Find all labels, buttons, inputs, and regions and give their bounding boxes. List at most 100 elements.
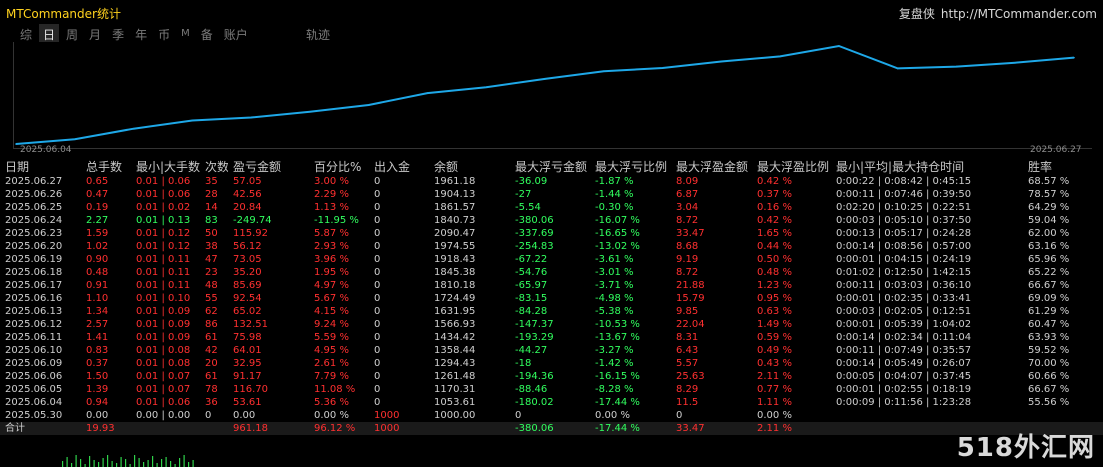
table-row[interactable]: 2025.06.26 0.47 0.01 | 0.06 28 42.56 2.29 % 0 1… (0, 188, 1103, 201)
column-header-12[interactable]: 最小|平均|最大持仓时间 (836, 160, 965, 174)
table-row[interactable]: 2025.06.20 1.02 0.01 | 0.12 38 56.12 2.93 % 0 1… (0, 240, 1103, 253)
table-row[interactable]: 2025.06.13 1.34 0.01 | 0.09 62 65.02 4.15 % 0 1… (0, 305, 1103, 318)
table-row[interactable]: 2025.06.05 1.39 0.01 | 0.07 78 116.70 11.08 %… (0, 383, 1103, 396)
column-header-6[interactable]: 出入金 (374, 160, 411, 174)
app-title: MTCommander统计 (6, 7, 121, 21)
table-cell: 0.01 | 0.09 (136, 319, 191, 330)
table-cell: -16.65 % (595, 228, 640, 239)
table-cell: 2.93 % (314, 241, 349, 252)
x-axis-end-label: 2025.06.27 (1030, 145, 1082, 155)
table-cell: 2025.06.25 (5, 202, 63, 213)
table-cell: 35.20 (233, 267, 262, 278)
table-row[interactable]: 2025.06.06 1.50 0.01 | 0.07 61 91.17 7.79 % 0 1… (0, 370, 1103, 383)
column-header-2[interactable]: 最小|大手数 (136, 160, 200, 174)
table-cell: 0 (374, 306, 381, 317)
table-cell: 4.97 % (314, 280, 349, 291)
table-cell: 0 (374, 293, 381, 304)
tab-9[interactable]: 账户 (223, 28, 248, 42)
table-cell: 0 (374, 254, 381, 265)
table-cell: 1358.44 (434, 345, 476, 356)
column-header-8[interactable]: 最大浮亏金额 (515, 160, 588, 174)
table-cell: 2025.06.26 (5, 189, 63, 200)
column-header-9[interactable]: 最大浮亏比例 (595, 160, 668, 174)
table-cell: 0 (374, 384, 381, 395)
table-row[interactable]: 2025.06.24 2.27 0.01 | 0.13 83 -249.74 -11.95… (0, 214, 1103, 227)
tab-6[interactable]: 币 (158, 28, 171, 42)
table-row[interactable]: 2025.06.18 0.48 0.01 | 0.11 23 35.20 1.95 % 0 1… (0, 266, 1103, 279)
tab-1[interactable]: 日 (39, 24, 60, 42)
balance-chart (13, 42, 1092, 149)
table-cell: 65.96 % (1028, 254, 1070, 265)
table-cell: 9.19 (676, 254, 699, 265)
table-cell: 60.47 % (1028, 319, 1070, 330)
tab-track[interactable]: 轨迹 (306, 28, 331, 42)
column-header-0[interactable]: 日期 (5, 160, 30, 174)
tab-3[interactable]: 月 (89, 28, 102, 42)
table-cell: 0.83 (86, 345, 109, 356)
table-cell: 0:00:05 | 0:04:07 | 0:37:45 (836, 371, 972, 382)
table-cell: 1.13 % (314, 202, 349, 213)
table-cell: 2.57 (86, 319, 109, 330)
table-cell: 1434.42 (434, 332, 476, 343)
tab-7[interactable]: M (181, 28, 190, 39)
table-cell: 8.29 (676, 384, 699, 395)
table-cell: 0 (374, 267, 381, 278)
table-row[interactable]: 2025.05.30 0.00 0.00 | 0.00 0 0.00 0.00 % 1000… (0, 409, 1103, 422)
table-row[interactable]: 2025.06.19 0.90 0.01 | 0.11 47 73.05 3.96 % 0 1… (0, 253, 1103, 266)
totals-cell: 33.47 (671, 422, 752, 435)
totals-cell: 961.18 (228, 422, 309, 435)
table-cell: 0:00:01 | 0:05:39 | 1:04:02 (836, 319, 972, 330)
column-header-5[interactable]: 百分比% (314, 160, 362, 174)
column-header-4[interactable]: 盈亏金额 (233, 160, 282, 174)
table-cell: 92.54 (233, 293, 262, 304)
table-cell: 7.79 % (314, 371, 349, 382)
table-row[interactable]: 2025.06.23 1.59 0.01 | 0.12 50 115.92 5.87 % 0… (0, 227, 1103, 240)
table-cell: 2025.06.12 (5, 319, 63, 330)
table-cell: 28 (205, 189, 218, 200)
table-cell: 2025.06.24 (5, 215, 63, 226)
table-row[interactable]: 2025.06.17 0.91 0.01 | 0.11 48 85.69 4.97 % 0 1… (0, 279, 1103, 292)
table-cell: 0:00:09 | 0:11:56 | 1:23:28 (836, 397, 972, 408)
table-cell: -1.42 % (595, 358, 634, 369)
table-cell: 0.63 % (757, 306, 792, 317)
table-cell: 78 (205, 384, 218, 395)
table-row[interactable]: 2025.06.11 1.41 0.01 | 0.09 61 75.98 5.59 % 0 1… (0, 331, 1103, 344)
table-row[interactable]: 2025.06.25 0.19 0.01 | 0.02 14 20.84 1.13 % 0 1… (0, 201, 1103, 214)
table-cell: 62.00 % (1028, 228, 1070, 239)
table-cell: 48 (205, 280, 218, 291)
website-link[interactable]: http://MTCommander.com (940, 7, 1097, 21)
table-row[interactable]: 2025.06.09 0.37 0.01 | 0.08 20 32.95 2.61 % 0 1… (0, 357, 1103, 370)
table-row[interactable]: 2025.06.04 0.94 0.01 | 0.06 36 53.61 5.36 % 0 1… (0, 396, 1103, 409)
table-cell: 0.01 | 0.11 (136, 267, 191, 278)
table-cell: 62 (205, 306, 218, 317)
volume-bar (71, 463, 73, 467)
table-cell: -380.06 (515, 215, 554, 226)
table-cell: -147.37 (515, 319, 554, 330)
column-header-10[interactable]: 最大浮盈金额 (676, 160, 749, 174)
tab-4[interactable]: 季 (112, 28, 125, 42)
column-header-13[interactable]: 胜率 (1028, 160, 1053, 174)
table-row[interactable]: 2025.06.10 0.83 0.01 | 0.08 42 64.01 4.95 % 0 1… (0, 344, 1103, 357)
table-cell: 0.00 | 0.00 (136, 410, 191, 421)
table-cell: 0.00 (233, 410, 256, 421)
column-header-11[interactable]: 最大浮盈比例 (757, 160, 830, 174)
table-cell: 0:00:14 | 0:08:56 | 0:57:00 (836, 241, 972, 252)
table-cell: 1294.43 (434, 358, 476, 369)
tab-5[interactable]: 年 (135, 28, 148, 42)
table-cell: 1.59 (86, 228, 109, 239)
table-cell (1023, 409, 1103, 422)
table-cell: 1.49 % (757, 319, 792, 330)
table-row[interactable]: 2025.06.27 0.65 0.01 | 0.06 35 57.05 3.00 % 0 1… (0, 175, 1103, 188)
table-row[interactable]: 2025.06.12 2.57 0.01 | 0.09 86 132.51 9.24 % 0… (0, 318, 1103, 331)
tab-0[interactable]: 综 (20, 28, 33, 42)
volume-bar (66, 457, 68, 467)
column-header-3[interactable]: 次数 (205, 160, 228, 174)
table-cell: 1918.43 (434, 254, 476, 265)
tab-2[interactable]: 周 (66, 28, 79, 42)
table-cell: 21.88 (676, 280, 705, 291)
tab-8[interactable]: 备 (200, 28, 213, 42)
table-row[interactable]: 2025.06.16 1.10 0.01 | 0.10 55 92.54 5.67 % 0 1… (0, 292, 1103, 305)
totals-cell: 19.93 (81, 422, 131, 435)
column-header-7[interactable]: 余额 (434, 160, 459, 174)
column-header-1[interactable]: 总手数 (86, 160, 123, 174)
